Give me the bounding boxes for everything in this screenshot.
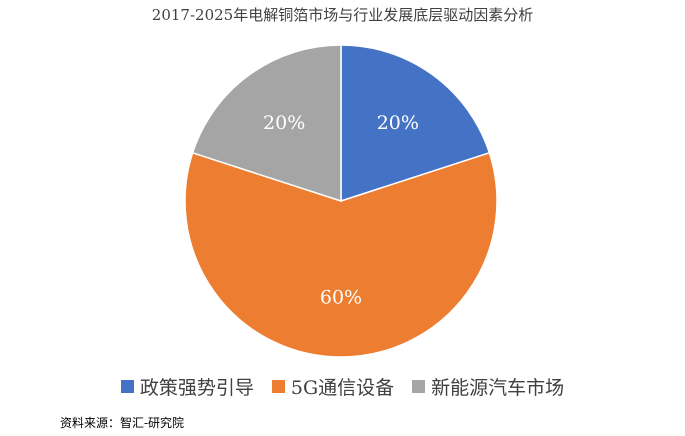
legend-item-3: 新能源汽车市场 (412, 373, 564, 400)
legend: 政策强势引导 5G通信设备 新能源汽车市场 (0, 373, 685, 400)
legend-item-1: 政策强势引导 (120, 373, 254, 400)
legend-swatch (271, 380, 285, 393)
data-label-2: 60% (320, 287, 362, 309)
pie-slice-2 (184, 151, 498, 358)
legend-swatch (120, 380, 134, 393)
legend-item-2: 5G通信设备 (271, 373, 395, 400)
data-label-1: 20% (377, 112, 419, 134)
source-note: 资料来源：智汇-研究院 (60, 416, 185, 430)
legend-swatch (412, 380, 426, 393)
legend-label: 5G通信设备 (290, 377, 395, 399)
legend-label: 政策强势引导 (139, 377, 254, 399)
legend-label: 新能源汽车市场 (431, 377, 565, 399)
pie-slice-1 (340, 44, 491, 203)
chart-title: 2017-2025年电解铜箔市场与行业发展底层驱动因素分析 (151, 6, 534, 24)
pie-slice-3 (191, 44, 342, 203)
data-label-3: 20% (263, 112, 305, 134)
